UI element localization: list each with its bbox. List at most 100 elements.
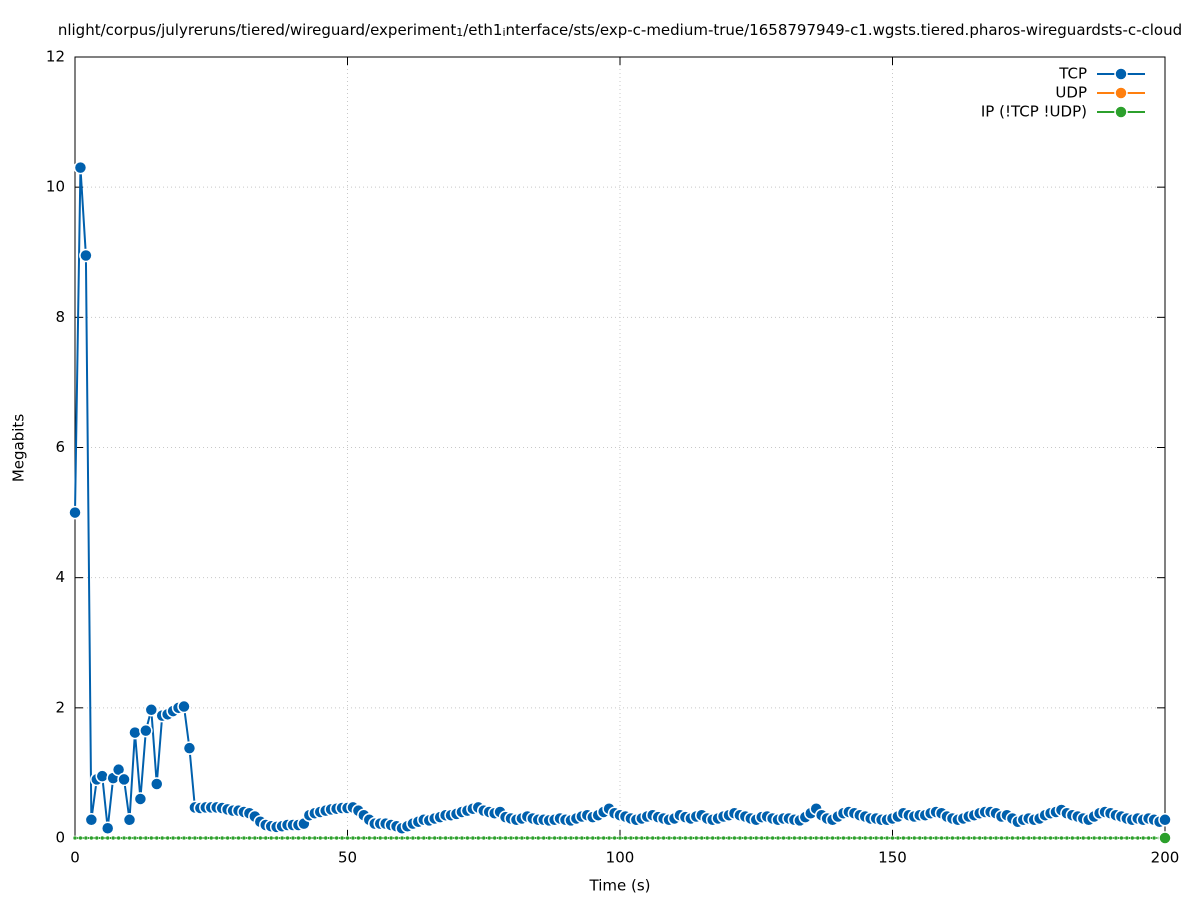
y-tick-label: 12 (46, 48, 65, 66)
data-point (917, 835, 922, 841)
data-point (514, 835, 519, 841)
data-point (982, 835, 988, 841)
data-point (666, 835, 672, 841)
data-point (258, 835, 263, 841)
data-point (170, 835, 176, 841)
data-point (465, 835, 470, 841)
data-point (279, 835, 285, 841)
data-point (683, 835, 688, 841)
data-point (503, 835, 508, 841)
data-point (519, 835, 525, 841)
x-tick-label: 150 (878, 849, 907, 867)
data-point (704, 835, 710, 841)
data-point (361, 835, 367, 841)
data-point (743, 835, 748, 841)
data-point (312, 835, 318, 841)
data-point (334, 835, 339, 841)
data-point (437, 835, 443, 841)
y-tick-label: 8 (55, 308, 65, 326)
data-point (345, 835, 350, 841)
data-point (595, 835, 601, 841)
data-point (852, 835, 857, 841)
data-point (645, 835, 650, 841)
data-point (1151, 835, 1157, 841)
data-point (486, 835, 492, 841)
data-point (192, 835, 198, 841)
title-subscript: i (502, 26, 505, 39)
title-subscript: 1 (456, 26, 463, 39)
data-point (563, 835, 568, 841)
data-point (901, 835, 906, 841)
data-point (105, 835, 110, 841)
y-tick-label: 2 (55, 698, 65, 716)
data-point (1053, 835, 1059, 841)
data-point (144, 703, 159, 717)
data-point (841, 835, 846, 841)
data-point (536, 835, 541, 841)
data-point (225, 835, 230, 841)
data-point (546, 835, 552, 841)
data-point (737, 835, 743, 841)
data-point (1075, 835, 1081, 841)
data-point (1042, 835, 1048, 841)
data-point (89, 835, 94, 841)
data-point (139, 723, 153, 738)
data-point (388, 835, 394, 841)
data-point (585, 835, 590, 841)
x-tick-label: 100 (606, 849, 635, 867)
data-point (122, 813, 137, 827)
data-point (177, 699, 191, 714)
data-point (661, 835, 666, 841)
data-point (868, 835, 873, 841)
data-point (873, 835, 879, 841)
data-point (863, 835, 868, 841)
data-point (792, 835, 797, 841)
title-part: /eth1 (463, 21, 502, 39)
data-point (132, 835, 138, 841)
data-point (530, 835, 536, 841)
data-point (78, 835, 83, 841)
data-point (1140, 835, 1146, 841)
data-point (846, 835, 852, 841)
x-tick-label: 0 (70, 849, 80, 867)
data-point (121, 835, 127, 841)
data-point (617, 835, 623, 841)
data-point (857, 835, 863, 841)
data-point (623, 835, 628, 841)
data-point (759, 835, 764, 841)
data-point (912, 835, 917, 841)
data-point (100, 821, 115, 835)
data-point (830, 835, 835, 841)
title-part: nlight/corpus/julyreruns/tiered/wireguar… (58, 21, 457, 39)
data-point (481, 835, 486, 841)
data-point (165, 835, 170, 841)
data-point (274, 835, 279, 841)
data-point (127, 835, 132, 841)
data-point (405, 835, 410, 841)
data-point (290, 835, 296, 841)
data-point (116, 835, 121, 841)
data-point (1135, 835, 1140, 841)
data-point (1037, 835, 1042, 841)
data-point (650, 835, 655, 841)
data-point (285, 835, 290, 841)
data-point (318, 835, 323, 841)
legend-label: UDP (1055, 84, 1087, 102)
data-point (944, 835, 950, 841)
data-point (1130, 835, 1135, 841)
data-point (824, 835, 830, 841)
data-point (79, 248, 93, 263)
data-point (128, 725, 142, 740)
data-point (323, 835, 328, 841)
data-point (574, 835, 579, 841)
data-point (110, 835, 116, 841)
data-point (1026, 835, 1031, 841)
data-point (94, 835, 100, 841)
data-point (1158, 813, 1172, 827)
data-point (459, 835, 465, 841)
data-point (198, 835, 203, 841)
data-point (748, 835, 754, 841)
data-point (394, 835, 399, 841)
y-tick-label: 6 (55, 438, 65, 456)
data-point (1086, 835, 1091, 841)
